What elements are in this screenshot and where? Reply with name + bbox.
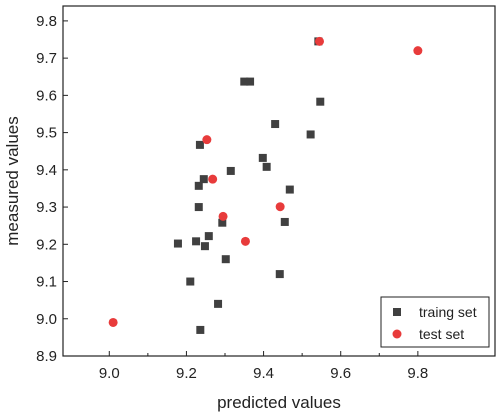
y-tick-label: 9.7	[36, 50, 57, 67]
data-point-test	[413, 46, 423, 56]
data-point-training	[204, 232, 213, 241]
data-point-training	[258, 153, 267, 162]
y-tick-label: 8.9	[36, 348, 57, 365]
legend-marker-test-set	[392, 329, 402, 339]
data-point-training	[186, 277, 195, 286]
data-point-test	[208, 174, 218, 184]
legend: traing set test set	[380, 296, 490, 348]
data-point-training	[218, 218, 227, 227]
y-tick-label: 9.8	[36, 13, 57, 30]
data-point-training	[280, 217, 289, 226]
data-point-training	[271, 120, 280, 129]
x-tick-label: 9.0	[99, 365, 120, 382]
data-point-test	[315, 36, 324, 46]
data-point-training	[194, 181, 203, 190]
x-tick-label: 9.8	[407, 365, 428, 382]
legend-marker-traing-set	[393, 308, 401, 316]
y-tick-label: 9.6	[36, 87, 57, 104]
x-tick-label: 9.4	[253, 365, 274, 382]
data-point-training	[173, 239, 182, 248]
y-tick-label: 9.0	[36, 311, 57, 328]
data-point-test	[240, 236, 250, 246]
x-tick-label: 9.2	[176, 365, 197, 382]
data-point-test	[275, 202, 285, 212]
legend-label-traing-set: traing set	[419, 304, 477, 320]
data-point-training	[246, 77, 255, 86]
data-point-training	[221, 255, 230, 264]
data-points	[108, 36, 423, 334]
y-axis-title: measured values	[3, 116, 22, 245]
y-tick-label: 9.1	[36, 274, 57, 291]
data-point-training	[195, 140, 204, 149]
y-tick-label: 9.3	[36, 199, 57, 216]
data-point-test	[202, 135, 212, 145]
data-point-training	[214, 299, 223, 308]
data-point-test	[218, 211, 228, 221]
data-point-training	[196, 325, 205, 334]
y-tick-label: 9.4	[36, 162, 57, 179]
y-axis-ticks: 8.9 9.0 9.1 9.2 9.3 9.4 9.5 9.6 9.7 9.8	[36, 13, 68, 365]
legend-label-test-set: test set	[419, 326, 464, 342]
legend-box	[380, 296, 490, 348]
data-point-training	[200, 242, 209, 251]
y-tick-label: 9.2	[36, 236, 57, 253]
plot-frame	[62, 5, 496, 357]
data-point-training	[275, 270, 284, 279]
data-point-training	[316, 97, 325, 106]
data-point-training	[285, 185, 294, 194]
data-point-training	[240, 77, 249, 86]
y-tick-label: 9.5	[36, 125, 57, 142]
data-point-training	[226, 166, 235, 175]
data-point-training	[306, 130, 315, 139]
data-point-training	[194, 203, 203, 212]
x-tick-label: 9.6	[330, 365, 351, 382]
data-point-training	[192, 237, 201, 246]
x-axis-title: predicted values	[217, 393, 341, 412]
x-axis-ticks: 9.0 9.2 9.4 9.6 9.8	[99, 351, 428, 382]
data-point-test	[108, 317, 118, 327]
data-point-training	[262, 162, 271, 171]
data-point-training	[199, 175, 208, 184]
